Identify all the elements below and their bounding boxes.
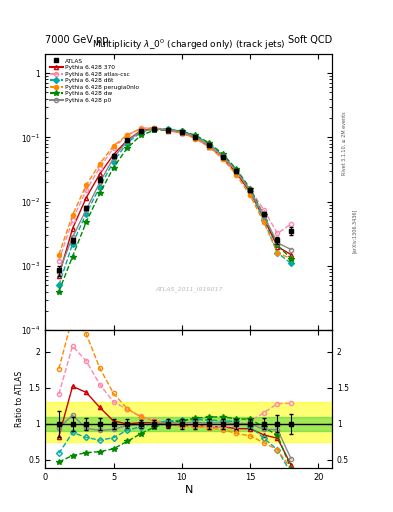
Y-axis label: Ratio to ATLAS: Ratio to ATLAS [15, 371, 24, 428]
Legend: ATLAS, Pythia 6.428 370, Pythia 6.428 atlas-csc, Pythia 6.428 d6t, Pythia 6.428 : ATLAS, Pythia 6.428 370, Pythia 6.428 at… [48, 57, 141, 104]
Text: [arXiv:1306.3436]: [arXiv:1306.3436] [352, 208, 357, 252]
Title: Multiplicity $\lambda\_0^0$ (charged only) (track jets): Multiplicity $\lambda\_0^0$ (charged onl… [92, 38, 285, 52]
Text: 7000 GeV pp: 7000 GeV pp [45, 35, 109, 45]
Text: Soft QCD: Soft QCD [288, 35, 332, 45]
Bar [45, 402, 332, 442]
Text: ATLAS_2011_I919017: ATLAS_2011_I919017 [155, 286, 222, 292]
Bar [45, 417, 332, 431]
Text: Rivet 3.1.10, ≥ 2M events: Rivet 3.1.10, ≥ 2M events [342, 112, 347, 175]
X-axis label: N: N [184, 485, 193, 495]
